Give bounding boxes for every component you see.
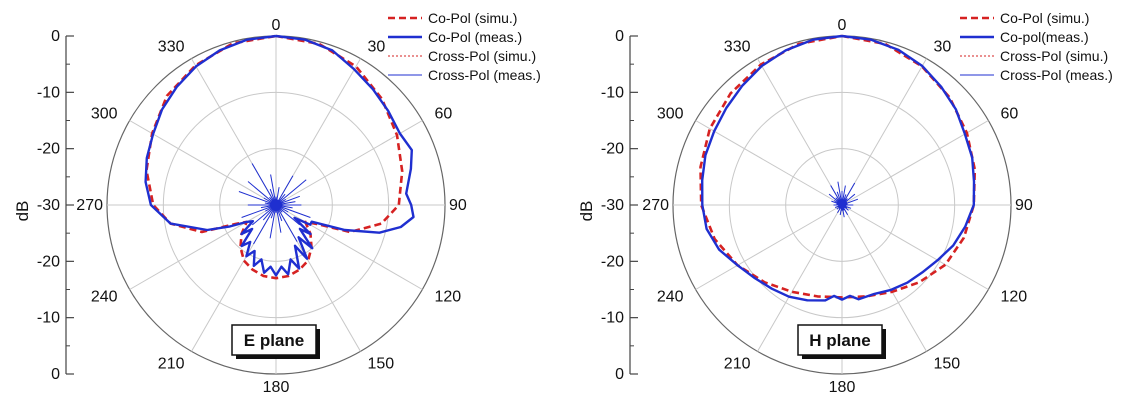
angle-tick-label: 180: [829, 379, 856, 396]
angle-tick-label: 60: [1000, 106, 1018, 123]
angle-tick-label: 90: [1015, 197, 1033, 214]
grid-spoke: [841, 204, 927, 352]
radial-axis: 0 -10 -20 -30 -20 -10 0 dB: [577, 28, 638, 383]
plane-label: H plane: [797, 324, 886, 359]
grid-spoke: [841, 58, 927, 206]
radial-tick-label: -10: [37, 310, 60, 327]
grid-spoke: [757, 204, 843, 352]
grid-spoke: [695, 120, 843, 206]
plane-label-box: [797, 324, 883, 356]
y-axis-label: dB: [13, 201, 32, 222]
radial-tick-label: 0: [51, 366, 60, 383]
series-group: [699, 34, 977, 302]
legend-label: Cross-Pol (meas.): [428, 67, 541, 83]
radial-tick-label: -10: [601, 84, 624, 101]
angle-tick-label: 330: [158, 39, 185, 56]
grid-spoke: [695, 204, 843, 290]
radial-tick-label: -20: [37, 253, 60, 270]
angle-tick-label: 120: [434, 289, 461, 306]
legend-label: Co-Pol (simu.): [1000, 10, 1089, 26]
series-line: [699, 34, 977, 299]
angle-tick-label: 120: [1000, 289, 1027, 306]
series-line: [701, 34, 976, 302]
series-line: [828, 181, 859, 218]
legend-label: Cross-Pol (simu.): [1000, 48, 1108, 64]
radial-tick-label: -20: [37, 141, 60, 158]
legend: Co-Pol (simu.) Co-Pol (meas.) Cross-Pol (s…: [388, 10, 541, 83]
angle-tick-label: 150: [934, 355, 961, 372]
angle-tick-label: 0: [272, 17, 281, 34]
radial-tick-label: -30: [37, 197, 60, 214]
series-line: [144, 34, 415, 277]
plane-label-text: E plane: [244, 331, 304, 350]
y-axis-label: dB: [577, 201, 596, 222]
radial-tick-label: -10: [601, 310, 624, 327]
radial-tick-label: 0: [51, 28, 60, 45]
radial-tick-label: -20: [601, 253, 624, 270]
angle-tick-label: 210: [158, 355, 185, 372]
radial-axis: 0 -10 -20 -30 -20 -10 0 dB: [13, 28, 74, 383]
angle-tick-label: 270: [642, 197, 669, 214]
angle-tick-label: 210: [724, 355, 751, 372]
series-line: [238, 163, 311, 245]
legend-label: Co-pol(meas.): [1000, 29, 1089, 45]
angle-tick-label: 90: [449, 197, 467, 214]
plane-label-box: [231, 324, 317, 356]
grid-spoke: [129, 204, 277, 290]
angle-tick-label: 240: [657, 289, 684, 306]
angle-tick-label: 270: [76, 197, 103, 214]
series-group: [144, 34, 415, 280]
angle-tick-label: 60: [434, 106, 452, 123]
angle-tick-label: 30: [934, 39, 952, 56]
angle-tick-label: 300: [91, 106, 118, 123]
plane-label-text: H plane: [809, 331, 870, 350]
legend: Co-Pol (simu.) Co-pol(meas.) Cross-Pol (si…: [960, 10, 1113, 83]
radial-tick-label: -30: [601, 197, 624, 214]
legend-label: Cross-Pol (simu.): [428, 48, 536, 64]
grid-spoke: [757, 58, 843, 206]
angle-tick-label: 330: [724, 39, 751, 56]
angle-tick-label: 300: [657, 106, 684, 123]
grid-spoke: [841, 204, 989, 290]
legend-label: Cross-Pol (meas.): [1000, 67, 1113, 83]
plane-label: E plane: [231, 324, 320, 359]
angle-tick-label: 240: [91, 289, 118, 306]
legend-label: Co-Pol (simu.): [428, 10, 517, 26]
series-line: [145, 34, 404, 280]
grid-spoke: [275, 204, 423, 290]
radial-tick-label: 0: [615, 366, 624, 383]
angle-tick-label: 0: [838, 17, 847, 34]
h-plane-polar-chart: 0 30 60 90 120 150 180 210 240 270 300 330 0 -10 -20 -3…: [577, 10, 1113, 396]
legend-label: Co-Pol (meas.): [428, 29, 522, 45]
radial-tick-label: 0: [615, 28, 624, 45]
angle-tick-label: 150: [368, 355, 395, 372]
angle-tick-label: 180: [263, 379, 290, 396]
angle-tick-label: 30: [368, 39, 386, 56]
radial-tick-label: -10: [37, 84, 60, 101]
e-plane-polar-chart: 0 30 60 90 120 150 180 210 240 270 300 330 0 -10 -20 -3…: [13, 10, 541, 396]
radial-tick-label: -20: [601, 141, 624, 158]
